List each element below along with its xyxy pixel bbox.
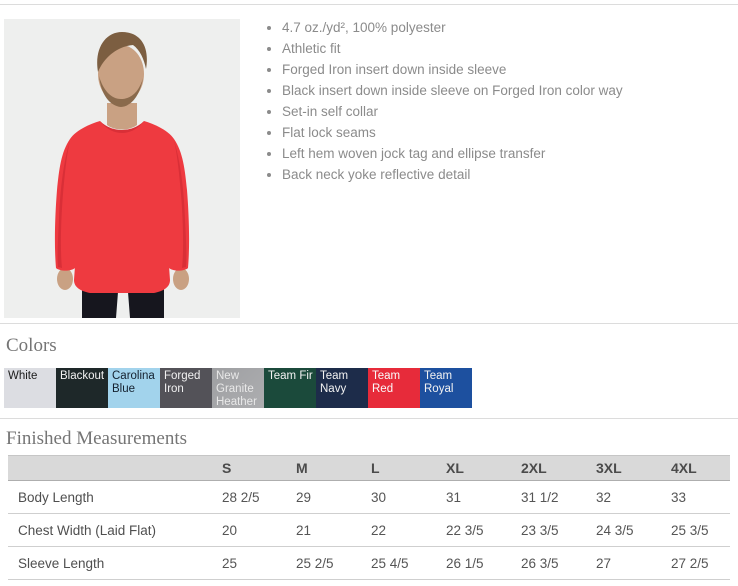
- measurements-divider: [0, 418, 738, 419]
- measurement-value: 31: [446, 480, 521, 514]
- measurement-value: 27 2/5: [671, 546, 730, 580]
- measurements-heading: Finished Measurements: [6, 428, 188, 449]
- measurement-value: 25: [222, 546, 296, 580]
- color-swatch-label: Forged Iron: [164, 370, 201, 395]
- measurement-value: 24 3/5: [596, 513, 671, 547]
- measurement-value: 23 3/5: [521, 513, 596, 547]
- measurement-value: 25 4/5: [371, 546, 446, 580]
- product-photo: [4, 19, 240, 318]
- colors-divider: [0, 323, 738, 324]
- color-swatch-team-royal[interactable]: Team Royal: [420, 368, 472, 408]
- measurement-value: 30: [371, 480, 446, 514]
- hair: [97, 32, 147, 72]
- color-swatch-carolina-blue[interactable]: Carolina Blue: [108, 368, 160, 408]
- color-swatch-blackout[interactable]: Blackout: [56, 368, 108, 408]
- feature-item: 4.7 oz./yd², 100% polyester: [282, 21, 623, 35]
- color-swatch-team-navy[interactable]: Team Navy: [316, 368, 368, 408]
- right-hand: [173, 268, 189, 290]
- color-swatch-white[interactable]: White: [4, 368, 56, 408]
- size-header-row: S M L XL 2XL 3XL 4XL: [8, 455, 730, 481]
- top-divider: [0, 4, 738, 5]
- color-swatch-team-fir[interactable]: Team Fir: [264, 368, 316, 408]
- color-swatch-team-red[interactable]: Team Red: [368, 368, 420, 408]
- size-header-blank: [8, 455, 222, 481]
- size-column-header-3xl: 3XL: [596, 455, 671, 481]
- measurement-row-sleeve-length: Sleeve Length 25 25 2/5 25 4/5 26 1/5 26…: [8, 546, 730, 580]
- color-swatch-label: Team Fir: [268, 370, 313, 382]
- left-sleeve-shadow: [57, 141, 70, 268]
- measurement-row-label: Sleeve Length: [8, 546, 222, 580]
- right-sleeve-shadow: [174, 141, 187, 268]
- measurement-value: 26 1/5: [446, 546, 521, 580]
- size-column-header-xl: XL: [446, 455, 521, 481]
- measurements-table: S M L XL 2XL 3XL 4XL Body Length 28 2/5 …: [8, 455, 730, 580]
- shirt-shape: [54, 121, 190, 293]
- neck: [107, 103, 137, 130]
- measurement-value: 33: [671, 480, 730, 514]
- measurement-row-body-length: Body Length 28 2/5 29 30 31 31 1/2 32 33: [8, 480, 730, 514]
- feature-item: Black insert down inside sleeve on Forge…: [282, 84, 623, 98]
- measurement-value: 25 2/5: [296, 546, 371, 580]
- measurement-row-label: Body Length: [8, 480, 222, 514]
- measurement-value: 22: [371, 513, 446, 547]
- measurement-value: 25 3/5: [671, 513, 730, 547]
- measurement-row-label: Chest Width (Laid Flat): [8, 513, 222, 547]
- color-swatch-row: White Blackout Carolina Blue Forged Iron…: [4, 368, 738, 408]
- color-swatch-label: Team Navy: [320, 370, 349, 395]
- measurement-value: 20: [222, 513, 296, 547]
- measurement-value: 26 3/5: [521, 546, 596, 580]
- feature-item: Back neck yoke reflective detail: [282, 168, 623, 182]
- size-column-header-4xl: 4XL: [671, 455, 730, 481]
- feature-list: 4.7 oz./yd², 100% polyester Athletic fit…: [264, 21, 623, 189]
- color-swatch-label: New Granite Heather: [216, 370, 257, 408]
- feature-item: Forged Iron insert down inside sleeve: [282, 63, 623, 77]
- product-section: 4.7 oz./yd², 100% polyester Athletic fit…: [0, 5, 738, 318]
- collar: [100, 121, 144, 133]
- measurement-value: 28 2/5: [222, 480, 296, 514]
- size-column-header-2xl: 2XL: [521, 455, 596, 481]
- color-swatch-label: Carolina Blue: [112, 370, 155, 395]
- size-column-header-l: L: [371, 455, 446, 481]
- measurement-value: 22 3/5: [446, 513, 521, 547]
- measurement-value: 21: [296, 513, 371, 547]
- feature-item: Set-in self collar: [282, 105, 623, 119]
- feature-item: Left hem woven jock tag and ellipse tran…: [282, 147, 623, 161]
- measurement-value: 31 1/2: [521, 480, 596, 514]
- head: [98, 45, 144, 103]
- colors-heading: Colors: [6, 335, 57, 356]
- beard: [99, 76, 143, 107]
- color-swatch-label: Team Red: [372, 370, 401, 395]
- size-column-header-m: M: [296, 455, 371, 481]
- measurement-row-chest-width: Chest Width (Laid Flat) 20 21 22 22 3/5 …: [8, 513, 730, 547]
- feature-item: Flat lock seams: [282, 126, 623, 140]
- left-hand: [57, 268, 73, 290]
- color-swatch-label: Blackout: [60, 370, 105, 382]
- color-swatch-label: White: [8, 370, 38, 382]
- feature-item: Athletic fit: [282, 42, 623, 56]
- color-swatch-forged-iron[interactable]: Forged Iron: [160, 368, 212, 408]
- size-column-header-s: S: [222, 455, 296, 481]
- measurement-value: 32: [596, 480, 671, 514]
- color-swatch-new-granite-heather[interactable]: New Granite Heather: [212, 368, 264, 408]
- measurement-value: 29: [296, 480, 371, 514]
- model-photo-illustration: [4, 19, 240, 318]
- color-swatch-label: Team Royal: [424, 370, 454, 395]
- measurement-value: 27: [596, 546, 671, 580]
